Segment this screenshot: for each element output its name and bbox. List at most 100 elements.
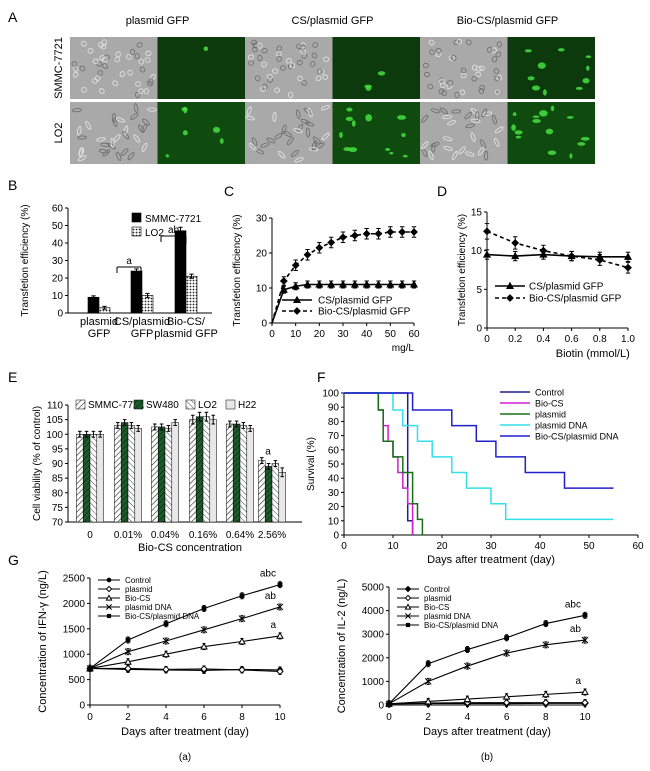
panel-f-x-tick-label: 60 [632, 541, 644, 552]
cell-outline [276, 45, 283, 52]
cell-outline [496, 41, 502, 48]
panel-f-legend-label: plasmid DNA [535, 421, 588, 431]
panel-e-y-axis-tick-label: 95 [52, 444, 64, 455]
cell-outline [460, 67, 467, 74]
x-marker-stroke [238, 615, 246, 622]
x-marker-stroke [464, 662, 471, 670]
cell-outline [98, 42, 104, 48]
panel-ga-data-point [125, 637, 131, 643]
panel-gb-data-point [465, 647, 470, 652]
panel-c-y-axis-tick-label: 20 [256, 249, 268, 260]
panel-b-bar [141, 295, 154, 314]
cell-outline [127, 152, 135, 161]
cell-outline [494, 126, 504, 134]
gfp-signal-spot [515, 135, 522, 139]
cell-outline [146, 80, 153, 87]
cell-outline [245, 115, 255, 121]
cell-outline [280, 65, 287, 71]
panel-gb-legend-marker [404, 603, 412, 610]
gfp-signal-spot [351, 120, 356, 127]
panel-ga-x-tick-label: 6 [201, 712, 207, 723]
panel-c-data-point [339, 233, 347, 242]
cell-outline [260, 86, 266, 92]
panel-e-error-bar [129, 422, 134, 429]
panel-ga-legend-marker [106, 577, 112, 583]
panel-gb-y-axis-tick-label: 1000 [362, 677, 385, 688]
cell-outline [289, 62, 295, 69]
panel-d-y-axis-tick-label: 10 [471, 246, 483, 257]
panel-ga-legend-label: plasmid [125, 585, 153, 594]
cell-outline [112, 80, 119, 87]
gfp-signal-spot [512, 112, 517, 117]
cell-outline [494, 75, 500, 82]
panel-gb-y-label: Concentration of IL-2 (ng/L) [336, 579, 348, 714]
panel-b-bar [174, 230, 187, 314]
cell-outline [442, 136, 453, 142]
panel-gb-data-point [504, 635, 509, 641]
cell-outline [110, 137, 115, 148]
panel-ga-y-axis-tick-label: 0 [79, 701, 85, 712]
cell-outline [255, 75, 261, 82]
cell-outline [479, 139, 486, 149]
panel-b-error-bar [102, 305, 107, 310]
x-marker-stroke [200, 626, 208, 634]
cell-outline [492, 114, 497, 125]
cell-outline [460, 72, 467, 79]
panel-b-y-label: Transfetion efficiency (%) [20, 204, 31, 316]
panel-d-legend-label: CS/plasmid GFP [529, 282, 604, 293]
panel-ga-data-point [277, 582, 283, 588]
panel-e-bar [264, 466, 273, 523]
panel-d-data-point [511, 239, 520, 247]
gfp-signal-spot [539, 110, 548, 117]
cell-outline [427, 83, 434, 90]
panel-c-x-tick-label: 40 [361, 329, 373, 340]
cell-outline [138, 88, 144, 95]
cell-outline [470, 118, 481, 123]
cell-outline [288, 91, 294, 98]
cell-outline [101, 39, 107, 46]
cell-outline [97, 69, 103, 76]
panel-ga-data-point [201, 606, 207, 611]
cell-outline [272, 68, 279, 74]
panel-f-x-label: Days after treatment (day) [427, 554, 555, 566]
cell-outline [147, 107, 157, 112]
panel-e-error-bar [191, 414, 195, 425]
cell-outline [477, 146, 485, 156]
gfp-signal-spot [212, 126, 221, 133]
panel-e-bar [246, 428, 254, 523]
panel-e-error-bar [197, 411, 202, 422]
panel-ga-data-point [200, 665, 208, 673]
panel-d-data-point [595, 256, 604, 264]
panel-f-x-tick-label: 50 [583, 541, 595, 552]
cell-outline [428, 39, 435, 46]
panel-c-data-point [374, 229, 383, 238]
panel-e-x-tick-label: 0.04% [151, 530, 179, 541]
panel-e-error-bar [84, 430, 89, 438]
panel-gb-y-axis-tick-label: 5000 [362, 583, 385, 594]
panel-ga-data-point [276, 667, 284, 676]
cell-outline [470, 132, 476, 142]
panel-e-y-axis-tick-label: 80 [52, 488, 64, 499]
cell-outline [272, 112, 277, 122]
panel-b-significance-label: ab [168, 225, 180, 236]
panel-e-bar [258, 460, 266, 523]
x-marker-stroke [424, 678, 432, 685]
x-marker-stroke [503, 649, 510, 657]
panel-gb-legend-label: plasmid [424, 594, 452, 603]
panel-f-y-axis-tick-label: 70 [328, 431, 340, 442]
panel-c-x-tick-label: 50 [385, 329, 397, 340]
cell-outline [72, 66, 79, 72]
gfp-signal-spot [537, 62, 546, 69]
gfp-signal-spot [365, 114, 373, 122]
cell-outline [493, 137, 500, 147]
panel-f-y-axis-tick-label: 0 [333, 531, 339, 542]
panel-gb-y-axis-tick-label: 4000 [362, 606, 385, 617]
cell-outline [102, 63, 108, 69]
panel-gb-significance-label: ab [570, 624, 582, 635]
panel-f-survival-curve [344, 392, 614, 489]
gfp-signal-spot [566, 116, 574, 119]
panel-gb-legend-marker [404, 594, 412, 602]
cell-outline [87, 48, 94, 54]
cell-outline [439, 78, 446, 84]
panel-f-legend-label: Bio-CS/plasmid DNA [535, 432, 619, 442]
